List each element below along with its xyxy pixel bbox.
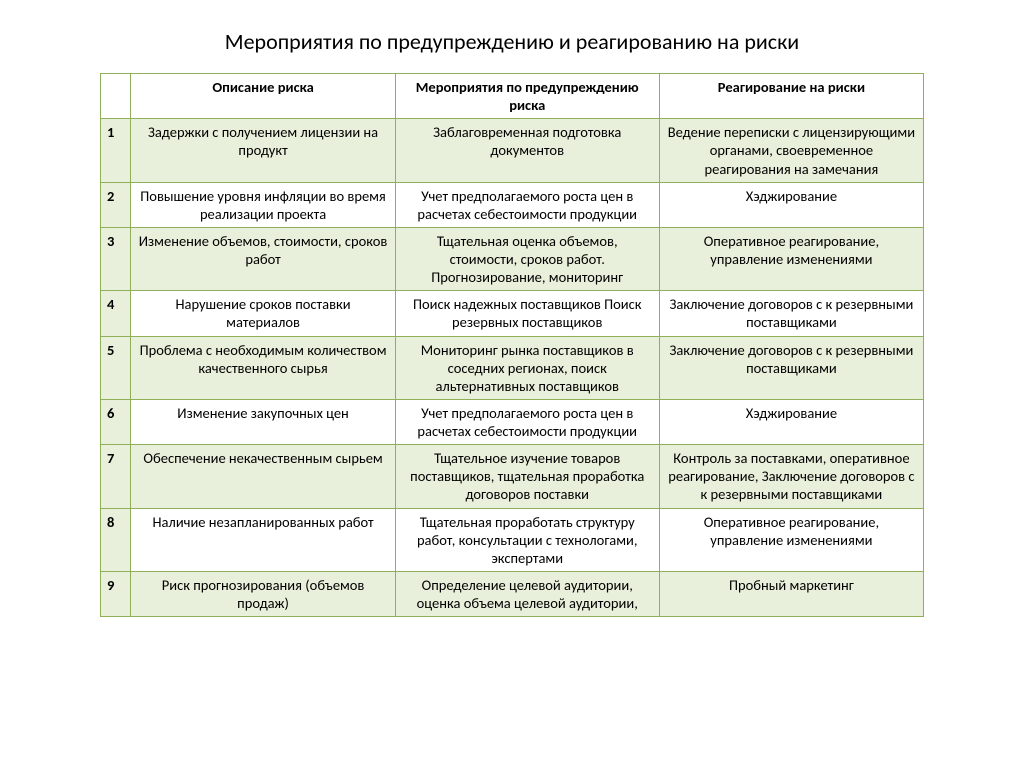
cell-reaction: Пробный маркетинг	[659, 571, 923, 616]
table-row: 7 Обеспечение некачественным сырьем Тщат…	[101, 445, 924, 508]
table-row: 5 Проблема с необходимым количеством кач…	[101, 336, 924, 399]
table-row: 4 Нарушение сроков поставки материалов П…	[101, 291, 924, 336]
table-row: 9 Риск прогнозирования (объемов продаж) …	[101, 571, 924, 616]
row-number: 1	[101, 119, 131, 182]
cell-description: Изменение закупочных цен	[131, 399, 395, 444]
cell-reaction: Хэджирование	[659, 182, 923, 227]
row-number: 5	[101, 336, 131, 399]
cell-description: Нарушение сроков поставки материалов	[131, 291, 395, 336]
table-row: 8 Наличие незапланированных работ Тщател…	[101, 508, 924, 571]
table-row: 3 Изменение объемов, стоимости, сроков р…	[101, 227, 924, 290]
cell-reaction: Контроль за поставками, оперативное реаг…	[659, 445, 923, 508]
col-reaction: Реагирование на риски	[659, 74, 923, 119]
row-number: 9	[101, 571, 131, 616]
table-row: 6 Изменение закупочных цен Учет предпола…	[101, 399, 924, 444]
cell-prevention: Учет предполагаемого роста цен в расчета…	[395, 399, 659, 444]
cell-reaction: Заключение договоров с к резервными пост…	[659, 336, 923, 399]
page-title: Мероприятия по предупреждению и реагиров…	[100, 28, 924, 55]
cell-description: Изменение объемов, стоимости, сроков раб…	[131, 227, 395, 290]
cell-description: Наличие незапланированных работ	[131, 508, 395, 571]
row-number: 2	[101, 182, 131, 227]
cell-prevention: Тщательная проработать структуру работ, …	[395, 508, 659, 571]
risk-table: Описание риска Мероприятия по предупрежд…	[100, 73, 924, 617]
cell-reaction: Заключение договоров с к резервными пост…	[659, 291, 923, 336]
cell-prevention: Тщательное изучение товаров поставщиков,…	[395, 445, 659, 508]
col-number	[101, 74, 131, 119]
row-number: 8	[101, 508, 131, 571]
cell-description: Обеспечение некачественным сырьем	[131, 445, 395, 508]
row-number: 4	[101, 291, 131, 336]
cell-reaction: Хэджирование	[659, 399, 923, 444]
cell-prevention: Поиск надежных поставщиков Поиск резервн…	[395, 291, 659, 336]
cell-reaction: Оперативное реагирование, управление изм…	[659, 508, 923, 571]
cell-description: Риск прогнозирования (объемов продаж)	[131, 571, 395, 616]
cell-prevention: Учет предполагаемого роста цен в расчета…	[395, 182, 659, 227]
cell-description: Задержки с получением лицензии на продук…	[131, 119, 395, 182]
table-row: 1 Задержки с получением лицензии на прод…	[101, 119, 924, 182]
cell-reaction: Ведение переписки с лицензирующими орган…	[659, 119, 923, 182]
col-description: Описание риска	[131, 74, 395, 119]
cell-prevention: Мониторинг рынка поставщиков в соседних …	[395, 336, 659, 399]
cell-reaction: Оперативное реагирование, управление изм…	[659, 227, 923, 290]
col-prevention: Мероприятия по предупреждению риска	[395, 74, 659, 119]
cell-description: Проблема с необходимым количеством качес…	[131, 336, 395, 399]
cell-prevention: Тщательная оценка объемов, стоимости, ср…	[395, 227, 659, 290]
cell-prevention: Заблаговременная подготовка документов	[395, 119, 659, 182]
cell-prevention: Определение целевой аудитории, оценка об…	[395, 571, 659, 616]
slide: Мероприятия по предупреждению и реагиров…	[0, 0, 1024, 637]
row-number: 3	[101, 227, 131, 290]
table-header-row: Описание риска Мероприятия по предупрежд…	[101, 74, 924, 119]
table-row: 2 Повышение уровня инфляции во время реа…	[101, 182, 924, 227]
cell-description: Повышение уровня инфляции во время реали…	[131, 182, 395, 227]
row-number: 6	[101, 399, 131, 444]
row-number: 7	[101, 445, 131, 508]
